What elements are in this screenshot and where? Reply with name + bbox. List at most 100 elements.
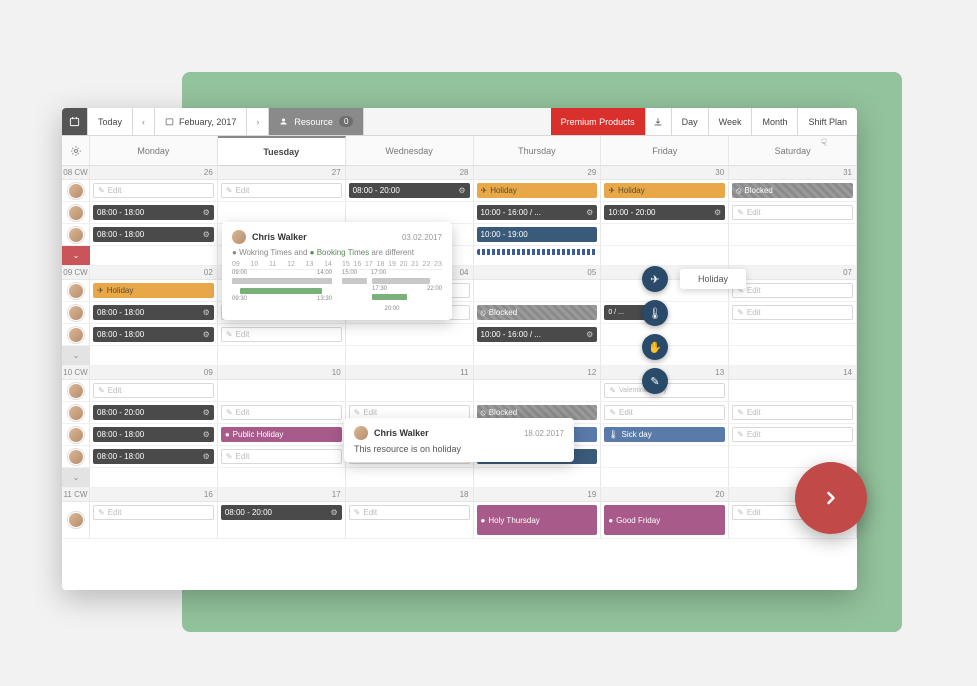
view-month[interactable]: Month — [752, 108, 798, 135]
block-icon: ⦸ — [736, 186, 741, 196]
edit-slot[interactable]: ✎Edit — [732, 305, 853, 320]
avatar-cell[interactable] — [62, 180, 90, 201]
next-month-button[interactable]: › — [247, 108, 269, 135]
avatar — [68, 512, 84, 528]
settings-gear-icon[interactable] — [62, 136, 90, 165]
view-week[interactable]: Week — [709, 108, 753, 135]
today-button[interactable]: Today — [88, 108, 133, 135]
resource-row: 08:00 - 18:00⚙ ✎Edit↖ ✎Edit ⦸Blocked 0 /… — [62, 302, 857, 324]
day-sat[interactable]: Saturday — [729, 136, 857, 165]
avatar — [68, 305, 84, 321]
radial-edit-button[interactable]: ✎ — [642, 368, 668, 394]
shift-pill[interactable]: 08:00 - 20:00⚙ — [93, 405, 214, 420]
avatar — [68, 427, 84, 443]
shift-pill[interactable]: 08:00 - 20:00⚙ — [221, 505, 342, 520]
today-label: Today — [98, 117, 122, 127]
working-bar — [232, 278, 332, 284]
radial-block-button[interactable]: ✋ — [642, 334, 668, 360]
avatar — [68, 327, 84, 343]
edit-slot[interactable]: ✎Edit — [93, 383, 214, 398]
next-fab-button[interactable] — [795, 462, 867, 534]
expand-chevron[interactable]: ⌄ — [62, 468, 90, 487]
resource-row: ✎Edit ✎Edit 08:00 - 20:00⚙ ✈Holiday ✈Hol… — [62, 180, 857, 202]
tooltip-name: Chris Walker — [252, 232, 396, 242]
plane-icon: ✈ — [481, 186, 488, 195]
expand-row: ⌄ — [62, 468, 857, 488]
expand-row: ⌄ — [62, 246, 857, 266]
holiday-pill[interactable]: ✈Holiday — [604, 183, 725, 198]
shift-pill[interactable]: 08:00 - 18:00⚙ — [93, 227, 214, 242]
shift-pill[interactable]: 08:00 - 18:00⚙ — [93, 205, 214, 220]
edit-slot[interactable]: ✎Edit — [221, 183, 342, 198]
edit-slot[interactable]: ✎Edit — [93, 183, 214, 198]
avatar — [68, 449, 84, 465]
booking-bar — [372, 294, 407, 300]
edit-slot[interactable]: ✎Edit — [732, 205, 853, 220]
expand-chevron[interactable]: ⌄ — [62, 346, 90, 365]
blocked-pill[interactable]: ⦸Blocked — [732, 183, 853, 198]
edit-slot[interactable]: ✎Edit — [221, 405, 342, 420]
resource-label: Resource — [294, 117, 333, 127]
public-holiday-pill[interactable]: ●Public Holiday — [221, 427, 342, 442]
availability-bar — [477, 249, 598, 255]
booking-bar — [240, 288, 322, 294]
month-picker[interactable]: Febuary, 2017 — [155, 108, 247, 135]
resource-row: ✎Edit ✎Valentine's Day — [62, 380, 857, 402]
edit-slot[interactable]: ✎Edit — [349, 505, 470, 520]
calendar-icon-button[interactable] — [62, 108, 88, 135]
view-shift[interactable]: Shift Plan — [798, 108, 857, 135]
day-wed[interactable]: Wednesday — [346, 136, 474, 165]
day-tue[interactable]: Tuesday — [218, 136, 346, 165]
radial-sick-button[interactable]: 🌡 — [642, 300, 668, 326]
shift-pill[interactable]: 08:00 - 20:00⚙ — [349, 183, 470, 198]
good-friday-pill[interactable]: ●Good Friday — [604, 505, 725, 535]
view-day-label: Day — [682, 117, 698, 127]
date-cell: 26 — [90, 166, 218, 179]
edit-slot[interactable]: ✎Edit — [732, 427, 853, 442]
holiday-pill[interactable]: ✈Holiday — [477, 183, 598, 198]
edit-slot[interactable]: ✎Edit — [604, 405, 725, 420]
shift-pill[interactable]: 10:00 - 20:00⚙ — [604, 205, 725, 220]
resource-filter[interactable]: Resource 0 — [269, 108, 364, 135]
plane-icon: ✈ — [608, 186, 615, 195]
radial-holiday-button[interactable]: ✈ — [642, 266, 668, 292]
avatar — [68, 383, 84, 399]
radial-label: Holiday — [680, 269, 746, 289]
view-day[interactable]: Day — [672, 108, 709, 135]
calendar-grid: 08 CW 26 27 28 29 30 31 ✎Edit ✎Edit 08:0… — [62, 166, 857, 539]
avatar — [68, 183, 84, 199]
holiday-pill[interactable]: ✈Holiday — [93, 283, 214, 298]
expand-chevron[interactable]: ⌄ — [62, 246, 90, 265]
gear-icon: ⚙ — [458, 186, 465, 195]
edit-slot[interactable]: ✎Edit — [732, 283, 853, 298]
prev-month-button[interactable]: ‹ — [133, 108, 155, 135]
scheduler-app: Today ‹ Febuary, 2017 › Resource 0 Premi… — [62, 108, 857, 590]
shift-pill[interactable]: 10:00 - 16:00 / ...⚙ — [477, 205, 598, 220]
shift-pill[interactable]: 10:00 - 16:00 / ...⚙ — [477, 327, 598, 342]
day-fri[interactable]: Friday — [601, 136, 729, 165]
cursor-icon: ☟ — [821, 138, 827, 149]
day-header: Monday Tuesday Wednesday Thursday Friday… — [62, 136, 857, 166]
download-button[interactable] — [646, 108, 672, 135]
premium-button[interactable]: Premium Products — [551, 108, 646, 135]
day-thu[interactable]: Thursday — [474, 136, 602, 165]
shift-pill[interactable]: 10:00 - 19:00 — [477, 227, 598, 242]
day-mon[interactable]: Monday — [90, 136, 218, 165]
blocked-pill[interactable]: ⦸Blocked — [477, 305, 598, 320]
edit-slot[interactable]: ✎Edit — [732, 405, 853, 420]
shift-pill[interactable]: 08:00 - 18:00⚙ — [93, 427, 214, 442]
view-shift-label: Shift Plan — [808, 117, 847, 127]
shift-pill[interactable]: 08:00 - 18:00⚙ — [93, 327, 214, 342]
working-bar — [372, 278, 430, 284]
edit-slot[interactable]: ✎Edit — [221, 449, 342, 464]
edit-slot[interactable]: ✎Edit — [93, 505, 214, 520]
shift-pill[interactable]: 08:00 - 18:00⚙ — [93, 449, 214, 464]
shift-pill[interactable]: 08:00 - 18:00⚙ — [93, 305, 214, 320]
holy-thursday-pill[interactable]: ●Holy Thursday — [477, 505, 598, 535]
avatar — [354, 426, 368, 440]
view-month-label: Month — [762, 117, 787, 127]
working-times-tooltip: Chris Walker 03.02.2017 ● Wokring Times … — [222, 222, 452, 320]
sick-pill[interactable]: 🌡Sick day — [604, 427, 725, 442]
view-week-label: Week — [719, 117, 742, 127]
edit-slot[interactable]: ✎Edit — [221, 327, 342, 342]
